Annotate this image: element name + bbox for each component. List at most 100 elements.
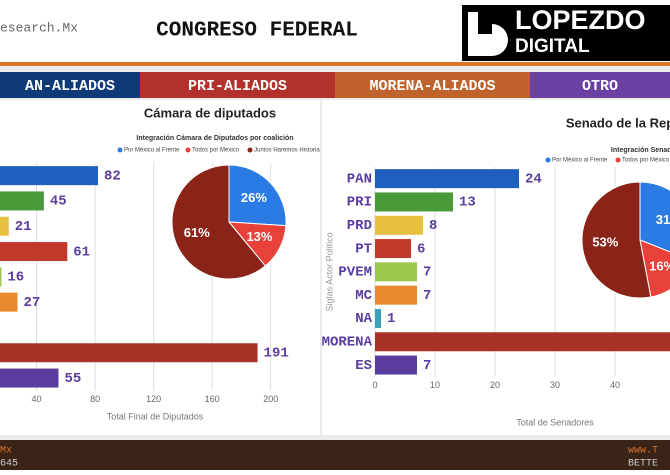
category-label: PRI (347, 195, 372, 211)
bar (375, 285, 417, 305)
pie-label: 61% (184, 225, 210, 240)
bar (0, 242, 68, 262)
x-tick-label: 40 (32, 394, 42, 404)
value-label: 24 (525, 171, 542, 187)
bar (375, 169, 519, 189)
value-label: 21 (15, 219, 32, 235)
x-tick-label: 120 (146, 394, 161, 404)
value-label: 7 (423, 358, 431, 374)
y-axis-label: Siglas Actor Politico (324, 232, 334, 311)
footer-text: 645 (0, 459, 18, 470)
legend-swatch (117, 147, 123, 153)
footer-text: BETTE (628, 459, 658, 470)
value-label: 7 (423, 288, 431, 304)
legend-label: Todos por México (622, 158, 670, 164)
pie-title: Integración Senado por (611, 147, 670, 154)
footer-bg (0, 440, 670, 470)
category-label: NA (355, 311, 372, 327)
category-label: PT (355, 241, 372, 257)
bar (0, 368, 59, 388)
bar (375, 239, 411, 259)
bar (0, 267, 2, 287)
value-label: 13 (459, 195, 476, 211)
legend-label: Por México al Frente (552, 158, 608, 164)
value-label: 55 (65, 371, 82, 387)
bar (0, 216, 9, 236)
value-label: 45 (50, 194, 67, 210)
x-tick-label: 200 (263, 394, 278, 404)
category-label: MORENA (322, 334, 373, 350)
legend-label: Juntos Haremos Historia (254, 148, 320, 154)
pie-label: 53% (592, 235, 618, 250)
coalition-label: PRI-ALIADOS (188, 78, 287, 95)
value-label: 6 (417, 241, 425, 257)
legend-label: Todos por México (192, 148, 240, 154)
bar (0, 191, 44, 211)
pie-label: 26% (241, 190, 267, 205)
x-tick-label: 160 (205, 394, 220, 404)
coalition (0, 72, 140, 98)
category-label: PRD (347, 218, 372, 234)
bar (375, 192, 453, 212)
site: esearch.Mx (0, 20, 78, 35)
value-label: 191 (264, 345, 289, 361)
value-label: 61 (73, 244, 90, 260)
coalition-label: AN-ALIADOS (25, 78, 115, 95)
category-label: PAN (347, 171, 372, 187)
x-tick-label: 10 (430, 380, 440, 390)
value-label: 8 (429, 218, 437, 234)
bar (375, 355, 417, 375)
logo-bottom: DIGITAL (515, 36, 590, 57)
pie-label: 13% (246, 229, 272, 244)
footer-text: Mx (0, 446, 12, 457)
pie-slice (228, 164, 287, 227)
value-label: 82 (104, 168, 121, 184)
x-tick-label: 40 (610, 380, 620, 390)
coalition-label: OTRO (582, 78, 618, 95)
header-rule (0, 62, 670, 66)
bar (375, 262, 417, 282)
pie-slice (639, 181, 670, 253)
chart-title: Senado de la Rep (566, 115, 670, 130)
legend-swatch (185, 147, 191, 153)
coalition-label: MORENA-ALIADOS (369, 78, 495, 95)
bar (0, 166, 99, 186)
legend-swatch (545, 157, 551, 163)
legend-swatch (247, 147, 253, 153)
x-tick-label: 0 (372, 380, 377, 390)
page-title: CONGRESO FEDERAL (156, 20, 358, 43)
x-tick-label: 80 (90, 394, 100, 404)
bar (375, 215, 423, 235)
legend-label: Por México al Frente (124, 148, 180, 154)
bar (375, 332, 670, 352)
logo-top: LOPEZDO (515, 5, 646, 35)
pie-label: 16% (649, 258, 670, 273)
category-label: PVEM (338, 265, 372, 281)
pie-slice (171, 164, 267, 280)
value-label: 16 (7, 270, 24, 286)
footer-text: www.T (628, 446, 658, 457)
value-label: 27 (24, 295, 41, 311)
logo-icon (468, 12, 508, 56)
pie-title: Integración Cámara de Diputados por coal… (136, 135, 293, 142)
bar (0, 343, 258, 363)
x-tick-label: 30 (550, 380, 560, 390)
pie-label: 31% (656, 212, 670, 227)
x-axis-label: Total de Senadores (516, 417, 594, 427)
category-label: MC (355, 288, 372, 304)
x-axis-label: Total Final de Diputados (107, 411, 204, 421)
coalition (530, 72, 670, 98)
coalition (335, 72, 530, 98)
category-label: ES (355, 358, 372, 374)
bar (375, 308, 381, 328)
bar (0, 292, 18, 312)
coalition (140, 72, 335, 98)
pie-slice (581, 181, 652, 299)
value-label: 7 (423, 265, 431, 281)
chart-title: Cámara de diputados (144, 105, 276, 120)
pie-slice (639, 239, 670, 298)
x-tick-label: 20 (490, 380, 500, 390)
legend-swatch (615, 157, 621, 163)
value-label: 1 (387, 311, 395, 327)
